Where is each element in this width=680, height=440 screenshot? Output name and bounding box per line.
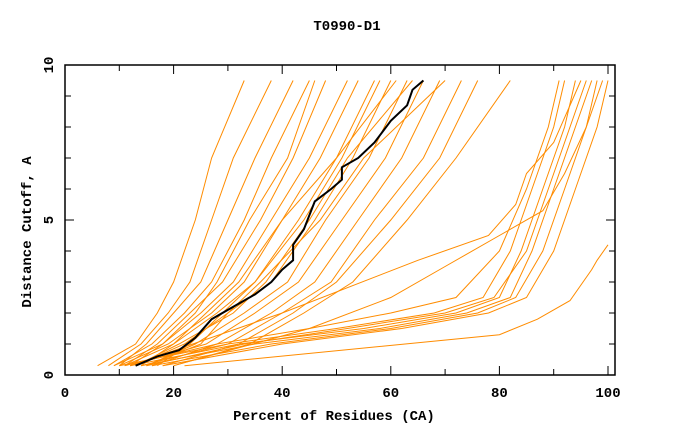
model-line-11 [130,80,424,367]
model-line-30 [130,80,582,367]
y-axis-label: Distance Cutoff, A [20,156,36,308]
chart-title: T0990-D1 [313,19,380,35]
model-line-19 [135,80,413,367]
plot-frame [64,64,616,376]
model-line-21 [119,80,566,367]
x-tick-label: 40 [274,386,291,402]
model-line-27 [146,80,587,367]
model-line-10 [146,80,408,367]
model-line-25 [162,80,609,367]
model-line-26 [124,80,560,367]
highlighted-model-line [135,79,425,367]
model-line-7 [119,80,359,367]
y-tick-label: 0 [42,371,58,379]
model-line-2 [108,80,272,367]
model-line-1 [97,80,245,367]
x-tick-label: 60 [382,386,399,402]
x-tick-label: 0 [61,386,69,402]
model-line-4 [113,80,310,367]
model-line-17 [157,80,381,367]
model-line-16 [113,80,316,367]
model-line-29 [173,80,604,367]
model-line-3 [118,80,294,367]
model-line-18 [124,80,397,367]
x-tick-label: 100 [595,386,620,402]
y-tick-label: 5 [42,216,58,224]
model-line-23 [140,80,593,367]
model-line-15 [173,80,511,367]
model-line-20 [146,80,446,367]
x-axis-label: Percent of Residues (CA) [233,409,435,425]
model-line-5 [124,80,327,367]
series-layer [97,79,609,367]
x-tick-label: 20 [165,386,182,402]
x-tick-label: 80 [491,386,508,402]
model-line-28 [184,244,609,367]
model-line-24 [151,80,598,367]
y-tick-label: 10 [42,57,58,74]
